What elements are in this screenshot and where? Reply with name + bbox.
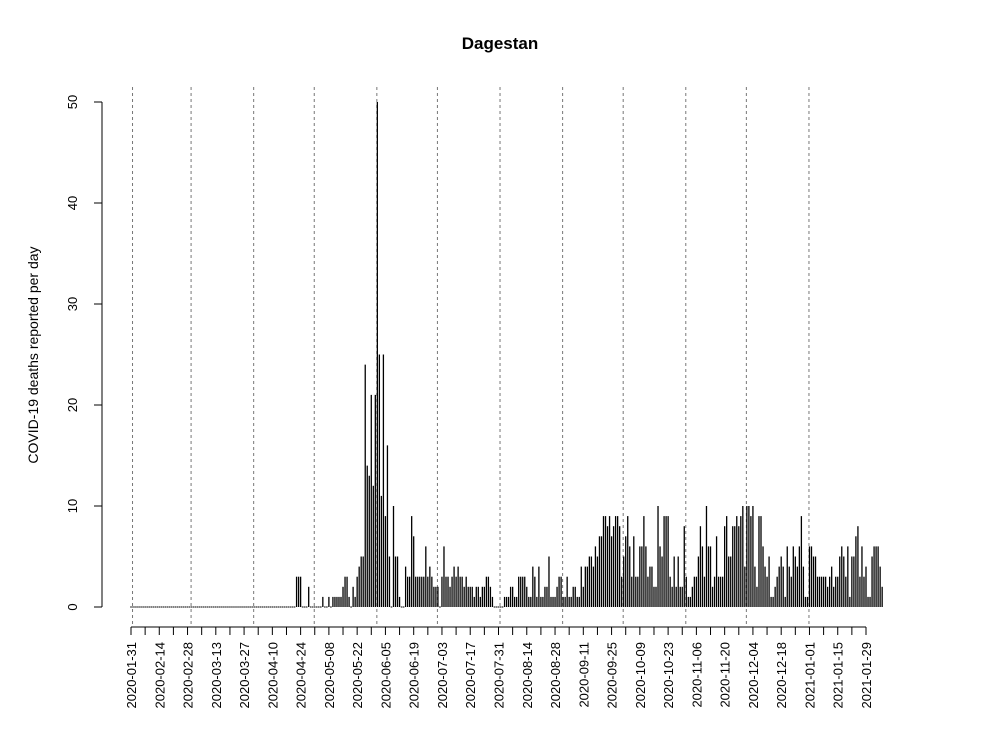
x-tick-label: 2020-07-03 (435, 642, 450, 709)
month-gridlines (132, 87, 810, 626)
x-tick-label: 2020-04-24 (294, 642, 309, 709)
x-tick-label: 2020-05-22 (350, 642, 365, 709)
y-axis: 0 10 20 30 40 50 (65, 95, 103, 611)
x-tick-label: 2020-01-31 (124, 642, 139, 709)
x-tick-label: 2020-06-05 (378, 642, 393, 709)
x-tick-label: 2020-09-25 (605, 642, 620, 709)
x-tick-label: 2021-01-01 (802, 642, 817, 709)
y-tick-label: 40 (65, 196, 80, 210)
bar-series (130, 102, 883, 608)
y-tick-label: 10 (65, 499, 80, 513)
x-axis: 2020-01-31 2020-02-14 2020-02-28 2020-03-13… (124, 626, 874, 709)
x-tick-label: 2020-08-28 (548, 642, 563, 709)
y-tick-label: 50 (65, 95, 80, 109)
chart-title: Dagestan (462, 34, 539, 53)
x-tick-label: 2020-05-08 (322, 642, 337, 709)
y-tick-label: 20 (65, 398, 80, 412)
x-tick-label: 2020-04-10 (265, 642, 280, 709)
x-tick-label: 2020-10-09 (633, 642, 648, 709)
x-tick-label: 2020-07-17 (463, 642, 478, 709)
y-tick-label: 30 (65, 297, 80, 311)
x-tick-label: 2020-08-14 (520, 642, 535, 709)
x-tick-label: 2020-11-06 (689, 642, 704, 708)
x-tick-label: 2020-10-23 (661, 642, 676, 709)
x-tick-label: 2021-01-15 (831, 642, 846, 709)
x-tick-label: 2020-03-13 (209, 642, 224, 709)
x-tick-label: 2020-06-19 (407, 642, 422, 709)
y-axis-label: COVID-19 deaths reported per day (25, 246, 41, 463)
x-tick-label: 2020-11-20 (718, 642, 733, 708)
x-tick-label: 2020-02-14 (152, 642, 167, 709)
x-tick-label: 2020-09-11 (576, 642, 591, 708)
x-tick-label: 2020-03-27 (237, 642, 252, 709)
x-tick-label: 2020-12-18 (774, 642, 789, 709)
x-tick-label: 2020-07-31 (492, 642, 507, 709)
x-tick-label: 2020-02-28 (181, 642, 196, 709)
x-tick-label: 2020-12-04 (746, 642, 761, 709)
x-tick-label: 2021-01-29 (859, 642, 874, 709)
y-tick-label: 0 (65, 603, 80, 610)
